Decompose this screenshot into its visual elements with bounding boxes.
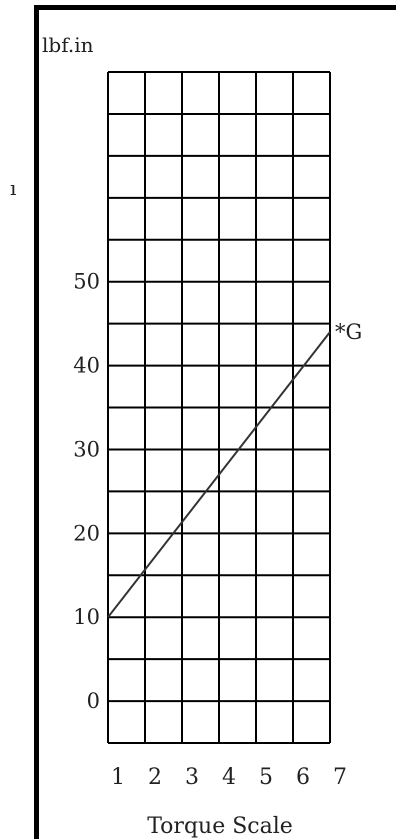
stray-glyph: ı: [10, 176, 17, 200]
x-tick-label-6: 6: [296, 765, 310, 790]
y-axis-label: lbf.in: [42, 33, 94, 57]
x-tick-label-2: 2: [148, 765, 162, 790]
x-tick-label-1: 1: [111, 765, 125, 790]
y-tick-label-0: 0: [87, 689, 100, 713]
y-tick-label-10: 10: [73, 605, 100, 629]
x-tick-label-5: 5: [259, 765, 273, 790]
chart-grid: [107, 71, 331, 744]
series-line-0: [107, 331, 331, 618]
x-tick-label-4: 4: [222, 765, 236, 790]
series-group: *G: [107, 320, 362, 618]
y-tick-label-40: 40: [73, 354, 100, 378]
x-tick-label-7: 7: [333, 765, 347, 790]
y-tick-labels: 0 10 20 30 40 50: [73, 270, 100, 713]
series-end-label-0: *G: [335, 320, 362, 344]
frame-left-edge: [34, 5, 39, 839]
y-tick-label-30: 30: [73, 437, 100, 461]
y-tick-label-50: 50: [73, 270, 100, 294]
x-tick-label-3: 3: [185, 765, 199, 790]
frame-top-edge: [34, 5, 396, 10]
y-tick-label-20: 20: [73, 521, 100, 545]
x-axis-label: Torque Scale: [147, 814, 293, 839]
